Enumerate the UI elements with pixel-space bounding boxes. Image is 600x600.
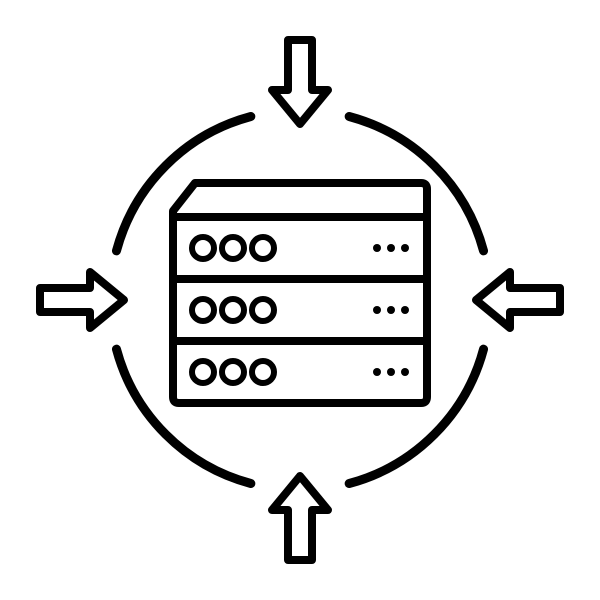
status-dot	[373, 306, 381, 314]
status-dot	[387, 306, 395, 314]
status-dot	[401, 306, 409, 314]
arrow-top	[272, 40, 328, 124]
status-dot	[387, 244, 395, 252]
status-dot	[401, 244, 409, 252]
status-dot	[401, 368, 409, 376]
arrow-right	[476, 272, 560, 328]
status-dot	[373, 244, 381, 252]
arrow-bottom	[272, 476, 328, 560]
server-top-cap	[173, 183, 427, 217]
arrow-left	[40, 272, 124, 328]
server-aggregation-icon	[0, 0, 600, 600]
status-dot	[373, 368, 381, 376]
status-dot	[387, 368, 395, 376]
